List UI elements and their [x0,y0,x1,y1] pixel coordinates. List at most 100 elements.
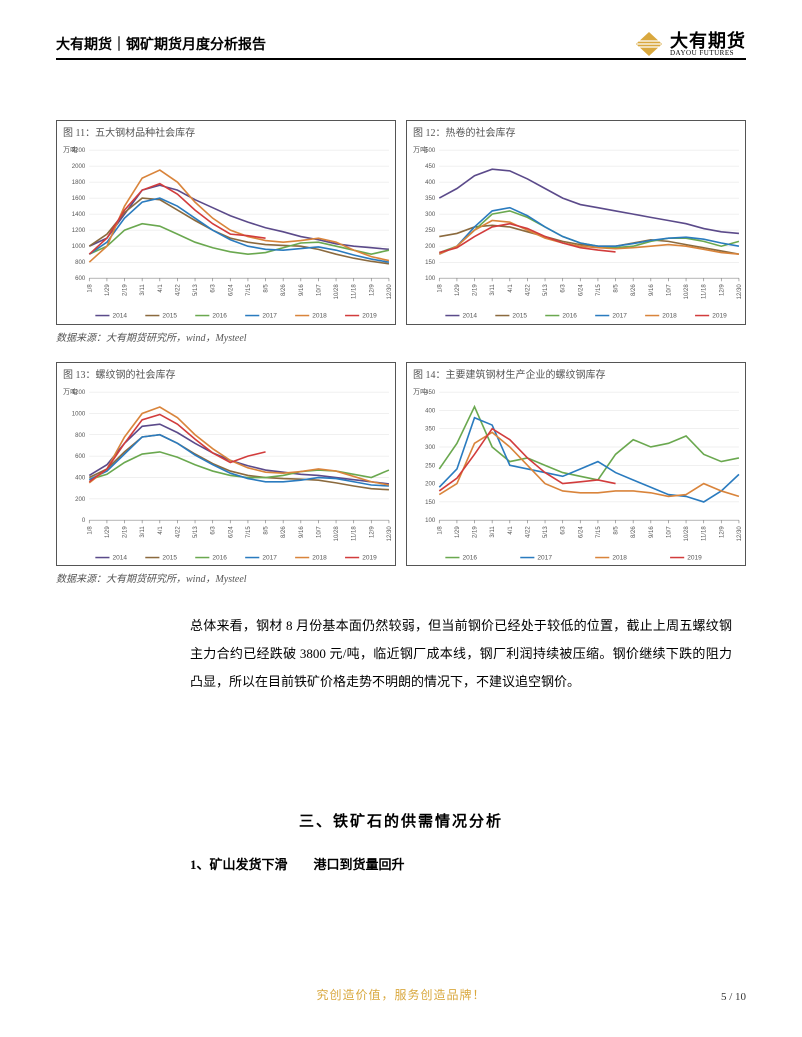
svg-text:800: 800 [75,432,86,438]
chart-13-panel: 图 13：螺纹钢的社会库存 万吨0200400600800100012001/8… [56,362,396,567]
svg-text:12/9: 12/9 [719,284,725,296]
svg-text:3/11: 3/11 [140,525,146,537]
svg-text:10/28: 10/28 [334,525,340,541]
svg-text:7/15: 7/15 [246,525,252,537]
svg-text:200: 200 [425,244,436,250]
svg-text:7/15: 7/15 [596,284,602,296]
svg-text:2015: 2015 [162,554,177,561]
svg-text:6/24: 6/24 [228,525,234,537]
svg-text:250: 250 [425,228,436,234]
svg-text:6/24: 6/24 [228,284,234,296]
svg-text:100: 100 [425,518,436,524]
chart-14: 万吨1001502002503003504004501/81/292/193/1… [407,384,745,566]
svg-text:2015: 2015 [512,313,527,320]
svg-text:5/13: 5/13 [193,284,199,296]
svg-text:12/9: 12/9 [369,525,375,537]
svg-text:3/11: 3/11 [490,525,496,537]
svg-text:6/3: 6/3 [561,284,567,293]
svg-text:12/9: 12/9 [369,284,375,296]
chart-12-panel: 图 12：热卷的社会库存 万吨1001502002503003504004505… [406,120,746,325]
svg-text:4/1: 4/1 [508,525,514,534]
svg-text:9/16: 9/16 [649,284,655,296]
svg-text:8/5: 8/5 [614,525,620,534]
chart-11-title: 图 11：五大钢材品种社会库存 [57,121,395,142]
svg-text:350: 350 [425,196,436,202]
svg-text:11/18: 11/18 [352,525,358,540]
svg-text:1400: 1400 [72,212,86,218]
chart-12: 万吨1001502002503003504004505001/81/292/19… [407,142,745,324]
svg-text:1/29: 1/29 [105,284,111,296]
svg-text:1/8: 1/8 [437,284,443,293]
svg-text:0: 0 [82,518,86,524]
svg-text:100: 100 [425,276,436,282]
chart-13-title: 图 13：螺纹钢的社会库存 [57,363,395,384]
page-title: 大有期货｜钢矿期货月度分析报告 [56,34,266,54]
svg-text:11/18: 11/18 [352,284,358,299]
svg-text:3/11: 3/11 [490,284,496,296]
svg-text:10/28: 10/28 [334,284,340,300]
svg-text:1/8: 1/8 [87,284,93,293]
svg-text:600: 600 [75,454,86,460]
svg-text:2017: 2017 [537,554,552,561]
svg-text:4/1: 4/1 [508,284,514,293]
svg-text:200: 200 [75,496,86,502]
svg-text:2015: 2015 [162,313,177,320]
sub-heading: 1、矿山发货下滑 港口到货量回升 [190,854,405,873]
svg-text:2200: 2200 [72,148,86,154]
svg-text:6/24: 6/24 [578,525,584,537]
svg-text:4/22: 4/22 [175,284,181,296]
svg-text:2017: 2017 [612,313,627,320]
svg-text:10/7: 10/7 [316,525,322,537]
svg-text:2014: 2014 [112,554,127,561]
svg-text:8/26: 8/26 [281,284,287,296]
svg-text:10/7: 10/7 [666,525,672,537]
svg-text:1800: 1800 [72,180,86,186]
svg-text:2018: 2018 [312,313,327,320]
section-heading: 三、铁矿石的供需情况分析 [0,810,802,831]
svg-text:450: 450 [425,390,436,396]
svg-text:1000: 1000 [72,244,86,250]
svg-text:2018: 2018 [612,554,627,561]
svg-text:4/1: 4/1 [158,525,164,534]
svg-text:10/7: 10/7 [316,284,322,296]
svg-text:12/30: 12/30 [737,284,743,300]
svg-text:12/30: 12/30 [737,525,743,541]
svg-text:2019: 2019 [362,313,377,320]
svg-text:8/26: 8/26 [631,525,637,537]
svg-text:11/18: 11/18 [702,284,708,299]
svg-text:300: 300 [425,212,436,218]
chart-11: 万吨60080010001200140016001800200022001/81… [57,142,395,324]
svg-text:600: 600 [75,276,86,282]
svg-text:5/13: 5/13 [543,284,549,296]
svg-text:12/9: 12/9 [719,525,725,537]
svg-text:1/29: 1/29 [455,284,461,296]
svg-text:2/19: 2/19 [473,284,479,296]
svg-text:400: 400 [425,180,436,186]
chart-13: 万吨0200400600800100012001/81/292/193/114/… [57,384,395,566]
svg-text:5/13: 5/13 [543,525,549,537]
chart-source-b: 数据来源：大有期货研究所，wind，Mysteel [56,570,746,585]
svg-text:150: 150 [425,500,436,506]
logo-text-cn: 大有期货 [670,32,746,50]
svg-text:1000: 1000 [72,411,86,417]
page-number: 5 / 10 [721,991,746,1003]
svg-text:2016: 2016 [462,554,477,561]
svg-text:400: 400 [75,475,86,481]
svg-text:9/16: 9/16 [299,525,305,537]
svg-text:200: 200 [425,481,436,487]
svg-text:12/30: 12/30 [387,284,393,300]
svg-text:1600: 1600 [72,196,86,202]
svg-text:2019: 2019 [362,554,377,561]
svg-text:2017: 2017 [262,313,277,320]
svg-text:1200: 1200 [72,228,86,234]
svg-text:2/19: 2/19 [123,284,129,296]
svg-text:2019: 2019 [712,313,727,320]
svg-text:9/16: 9/16 [299,284,305,296]
svg-text:8/5: 8/5 [264,525,270,534]
svg-text:10/7: 10/7 [666,284,672,296]
svg-text:2019: 2019 [687,554,702,561]
body-paragraph: 总体来看，钢材 8 月份基本面仍然较弱，但当前钢价已经处于较低的位置，截止上周五… [190,612,732,696]
svg-text:4/1: 4/1 [158,284,164,293]
svg-text:1/8: 1/8 [437,525,443,534]
logo-icon [634,30,664,58]
